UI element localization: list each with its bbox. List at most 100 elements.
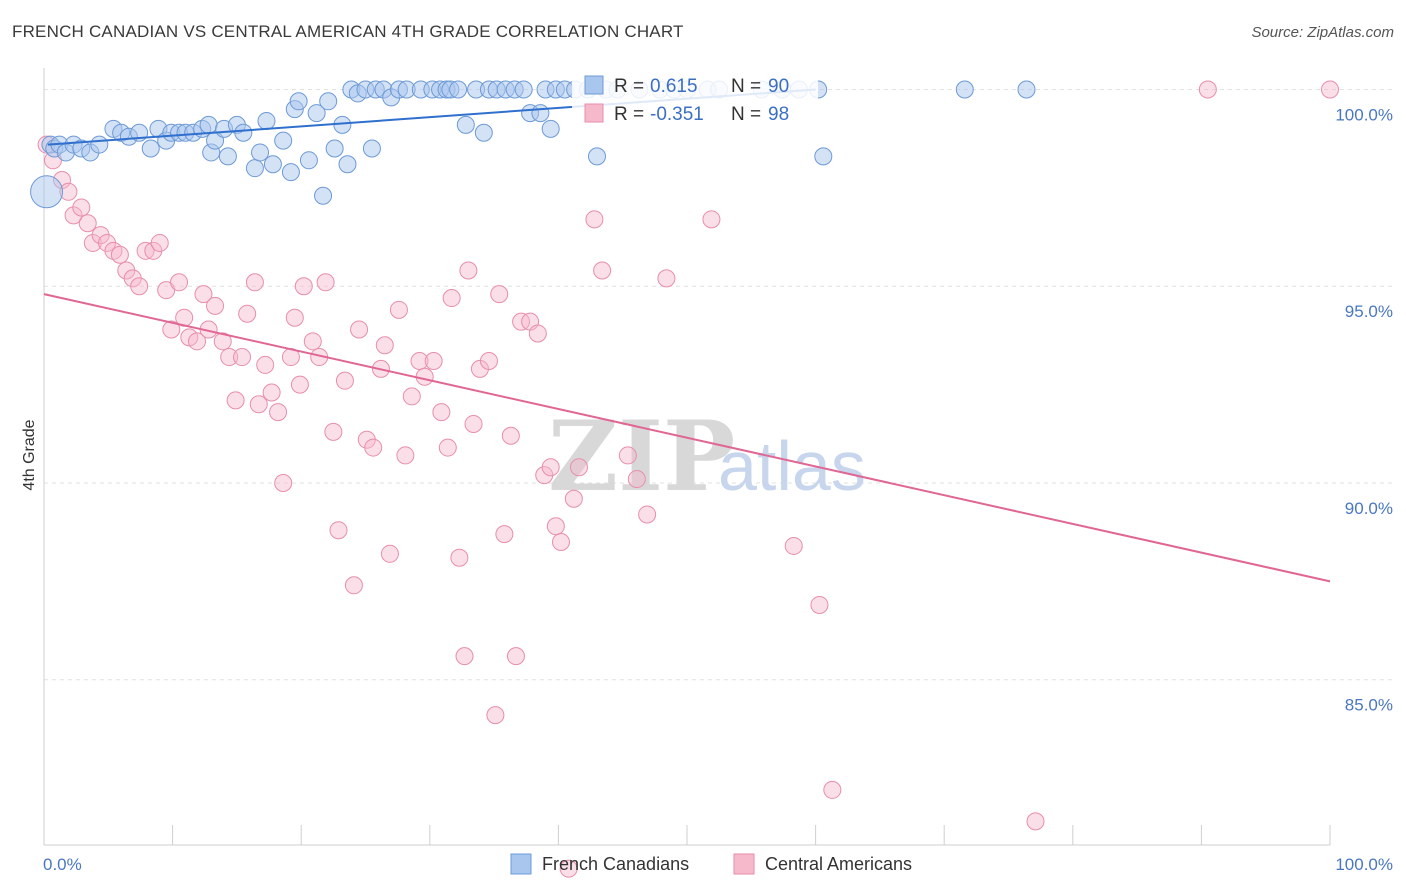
central-americans-point-49 (350, 320, 369, 339)
central-americans-point-60 (424, 351, 443, 370)
watermark-zip: ZIP (548, 400, 735, 513)
french-canadians-point-67 (531, 104, 550, 123)
source-label: Source: ZipAtlas.com (1251, 24, 1394, 41)
central-americans-point-77 (528, 324, 547, 343)
central-americans-point-97 (1321, 80, 1339, 99)
french-canadians-point-46 (362, 139, 381, 158)
stats-box: R = 0.615 N = 90 R = -0.351 N = 98 (572, 66, 818, 132)
stats-blue-r-label: R = (614, 76, 644, 97)
central-americans-point-80 (546, 517, 565, 536)
central-americans-point-81 (551, 533, 570, 552)
french-canadians-point-13 (141, 139, 160, 158)
series-central-americans (37, 80, 1339, 878)
central-americans-point-29 (226, 391, 245, 410)
central-americans-point-11 (110, 245, 129, 264)
central-americans-point-40 (290, 375, 309, 394)
french-canadians-point-38 (314, 186, 333, 205)
french-canadians-point-29 (251, 143, 270, 162)
central-americans-point-53 (375, 336, 394, 355)
central-americans-point-17 (150, 233, 169, 252)
french-canadians-point-25 (218, 147, 237, 166)
legend-swatch-french-canadians (510, 853, 532, 875)
watermark-atlas: atlas (718, 427, 866, 505)
central-americans-point-71 (490, 285, 509, 304)
central-americans-point-6 (78, 214, 97, 233)
central-americans-point-91 (702, 210, 721, 229)
central-americans-point-44 (316, 273, 335, 292)
central-americans-point-5 (72, 198, 91, 217)
y-tick-labels: 85.0% 90.0% 95.0% 100.0% (1335, 105, 1393, 714)
french-canadians-point-74 (587, 147, 606, 166)
central-americans-point-23 (188, 332, 207, 351)
central-americans-point-64 (450, 548, 469, 567)
central-americans-point-85 (585, 210, 604, 229)
central-americans-point-42 (303, 332, 322, 351)
central-americans-point-88 (627, 470, 646, 489)
central-americans-point-39 (285, 308, 304, 327)
central-americans-point-46 (329, 521, 348, 540)
series-french-canadians (30, 80, 1036, 209)
french-canadians-point-57 (449, 80, 468, 99)
stats-background (572, 66, 818, 132)
french-canadians-point-28 (245, 159, 264, 178)
stats-blue-r-value: 0.615 (650, 76, 698, 97)
grid (44, 88, 1395, 681)
central-americans-point-24 (194, 285, 213, 304)
central-americans-point-79 (541, 458, 560, 477)
stats-blue-swatch (584, 75, 604, 95)
central-americans-point-74 (506, 647, 525, 666)
french-canadians-point-88 (955, 80, 974, 99)
central-americans-point-26 (206, 296, 225, 315)
central-americans-point-41 (294, 277, 313, 296)
x-tick-label-max: 100.0% (1335, 855, 1393, 874)
central-americans-point-96 (1198, 80, 1217, 99)
stats-pink-n-label: N = (731, 104, 761, 125)
stats-pink-r-label: R = (614, 104, 644, 125)
y-tick-label-0: 85.0% (1345, 696, 1393, 715)
central-americans-point-4 (64, 206, 83, 225)
legend-label-central-americans: Central Americans (765, 854, 912, 874)
central-americans-point-33 (249, 395, 268, 414)
y-tick-label-3: 100.0% (1335, 105, 1393, 124)
legend-label-french-canadians: French Canadians (542, 854, 689, 874)
central-americans-point-28 (220, 348, 239, 367)
central-americans-point-89 (638, 505, 657, 524)
french-canadians-point-32 (274, 131, 293, 150)
french-canadians-point-87 (814, 147, 833, 166)
french-canadians-point-39 (319, 92, 338, 111)
central-americans-point-45 (324, 422, 343, 441)
central-americans-point-82 (559, 859, 578, 878)
central-americans-point-15 (136, 241, 155, 260)
central-americans-point-66 (459, 261, 478, 280)
central-americans-point-69 (479, 351, 498, 370)
central-americans-point-31 (238, 304, 257, 323)
x-tick-label-min: 0.0% (43, 855, 82, 874)
watermark: ZIP atlas (548, 400, 866, 513)
stats-blue-n-value: 90 (768, 76, 789, 97)
french-canadians-point-41 (333, 115, 352, 134)
french-canadians-point-60 (474, 123, 493, 142)
french-canadians-point-21 (199, 115, 218, 134)
central-americans-point-32 (245, 273, 264, 292)
y-axis-label: 4th Grade (21, 419, 38, 490)
central-americans-point-61 (432, 403, 451, 422)
central-americans-point-87 (618, 446, 637, 465)
stats-pink-n-value: 98 (768, 104, 789, 125)
central-americans-point-75 (512, 312, 531, 331)
french-canadians-point-65 (514, 80, 533, 99)
french-canadians-point-37 (307, 104, 326, 123)
central-americans-point-35 (262, 383, 281, 402)
central-americans-point-7 (83, 233, 102, 252)
central-americans-point-72 (495, 525, 514, 544)
central-americans-point-30 (233, 348, 252, 367)
stats-pink-r-value: -0.351 (650, 104, 704, 125)
central-americans-point-19 (162, 320, 181, 339)
central-americans-point-27 (213, 332, 232, 351)
french-canadians-point-69 (541, 119, 560, 138)
central-americans-point-84 (569, 458, 588, 477)
french-canadians-point-89 (1017, 80, 1036, 99)
central-americans-point-95 (1026, 812, 1045, 831)
central-americans-point-83 (564, 489, 583, 508)
central-americans-point-14 (130, 277, 149, 296)
